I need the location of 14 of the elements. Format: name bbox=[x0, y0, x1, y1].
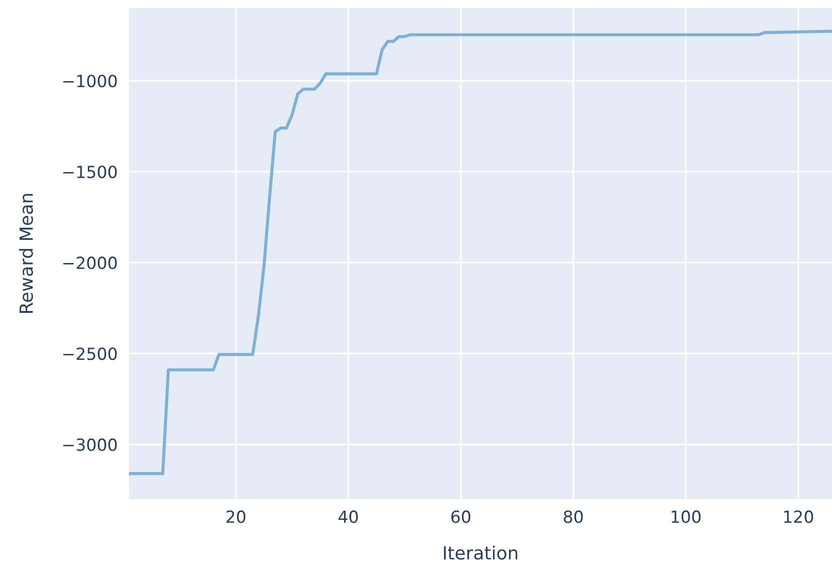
x-tick-label: 100 bbox=[672, 510, 701, 524]
x-tick-label: 80 bbox=[564, 510, 583, 524]
x-tick-label: 20 bbox=[226, 510, 246, 524]
y-tick-label: −2000 bbox=[63, 256, 117, 270]
x-tick-label: 120 bbox=[784, 510, 814, 524]
line-series bbox=[129, 30, 832, 476]
x-tick-label: 60 bbox=[451, 510, 470, 524]
y-tick-label: −1500 bbox=[63, 166, 117, 178]
x-axis-title: Iteration bbox=[444, 546, 518, 560]
y-tick-label: −1000 bbox=[63, 74, 117, 88]
y-tick-label: −3000 bbox=[63, 438, 117, 452]
y-axis-title: Reward Mean bbox=[19, 194, 34, 313]
x-tick-label: 40 bbox=[338, 510, 358, 524]
y-tick-label: −2500 bbox=[63, 347, 117, 360]
